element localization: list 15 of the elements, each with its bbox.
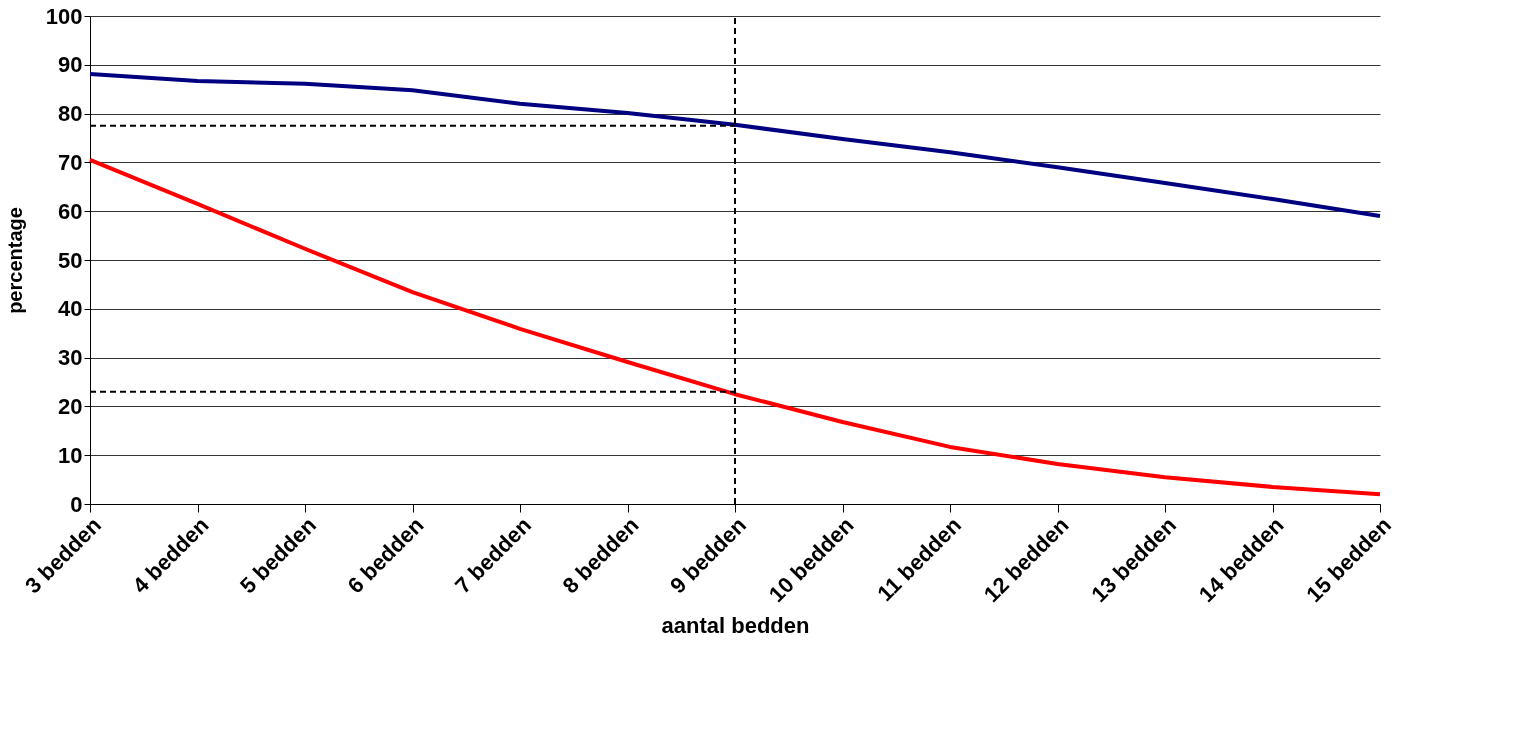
y-tick-label: 90	[58, 52, 83, 78]
y-tick-label: 20	[58, 393, 83, 419]
y-tick-label: 60	[58, 198, 83, 224]
y-axis-title: percentage	[3, 207, 26, 314]
y-tick-label: 0	[70, 491, 83, 517]
y-tick-label: 30	[58, 345, 83, 371]
x-axis-title: aantal bedden	[661, 613, 810, 639]
y-tick-label: 80	[58, 101, 83, 127]
line-series	[88, 72, 1382, 219]
y-tick-label: 50	[58, 247, 83, 273]
y-tick-label: 10	[58, 442, 83, 468]
y-tick-label: 40	[58, 296, 83, 322]
line-series	[88, 157, 1382, 497]
y-tick-label: 100	[45, 3, 83, 29]
y-tick-label: 70	[58, 149, 83, 175]
